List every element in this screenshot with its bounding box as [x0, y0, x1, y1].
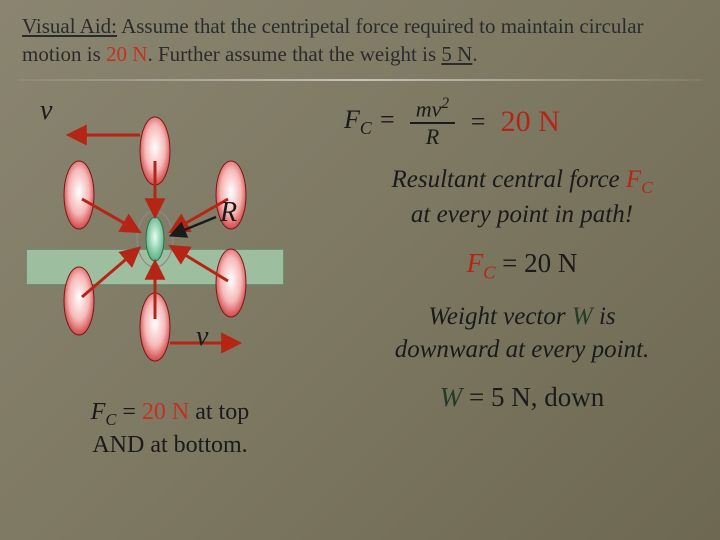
r-label: R	[220, 197, 237, 229]
ball-ul	[64, 161, 94, 229]
fcc-eq: = 20 N	[495, 248, 577, 278]
diagram-svg	[20, 91, 300, 381]
rt-fc: FC	[626, 166, 653, 193]
resultant-text: Resultant central force FC at every poin…	[344, 164, 700, 232]
eq-denominator: R	[420, 124, 445, 150]
uc-rest1: at top	[189, 399, 249, 425]
header-after: .	[472, 42, 477, 66]
uc-sub: C	[105, 409, 116, 428]
right-column: FC = mv2 R = 20 N Resultant central forc…	[344, 91, 700, 461]
header-text: Visual Aid: Assume that the centripetal …	[0, 0, 720, 75]
rt-fc-sub: C	[641, 178, 652, 197]
eq-result: 20 N	[501, 105, 560, 139]
header-w-value: 5 N	[441, 42, 472, 66]
left-column: v	[20, 91, 320, 461]
wt-line2: downward at every point.	[395, 336, 650, 363]
eq-fraction: mv2 R	[410, 95, 455, 150]
weight-text: Weight vector W is downward at every poi…	[344, 301, 700, 366]
header-fc-value: 20 N	[106, 42, 147, 66]
wb-rest: = 5 N, down	[462, 382, 604, 412]
under-caption: FC = 20 N at top AND at bottom.	[20, 397, 320, 461]
v-bottom-label: v	[196, 321, 208, 353]
wt-line1a: Weight vector	[428, 303, 571, 330]
eq-num-text: mv	[416, 96, 442, 121]
uc-val: 20 N	[142, 399, 189, 425]
uc-eq: =	[116, 399, 142, 425]
rt-fc-f: F	[626, 166, 641, 193]
eq-numerator: mv2	[410, 95, 455, 124]
header-mid: . Further assume that the weight is	[147, 42, 441, 66]
fcc-fc: FC	[467, 248, 496, 278]
content: v	[0, 81, 720, 461]
center-ball	[146, 217, 164, 261]
header-title: Visual Aid:	[22, 14, 117, 38]
w-bottom: W = 5 N, down	[344, 382, 700, 413]
eq-num-sup: 2	[441, 95, 449, 112]
wt-line1b: is	[593, 303, 616, 330]
equation-row: FC = mv2 R = 20 N	[344, 95, 700, 150]
rt-line2: at every point in path!	[411, 201, 633, 228]
ball-ll	[64, 267, 94, 335]
ball-lr	[216, 249, 246, 317]
wb-w: W	[440, 382, 463, 412]
diagram: v	[20, 91, 300, 391]
eq-fc-sub: C	[360, 118, 372, 138]
eq-fc: FC =	[344, 105, 396, 139]
fcc-fc-sub: C	[483, 262, 495, 282]
wt-w: W	[572, 303, 593, 330]
eq-fc-f: F	[344, 105, 360, 134]
rt-line1a: Resultant central force	[391, 166, 625, 193]
uc-rest2: AND at bottom.	[92, 432, 247, 458]
eq-equals2: =	[469, 107, 487, 137]
uc-fc: F	[91, 399, 106, 425]
arrow-ll	[82, 249, 138, 297]
fcc-fc-f: F	[467, 248, 484, 278]
fc-center: FC = 20 N	[344, 248, 700, 283]
